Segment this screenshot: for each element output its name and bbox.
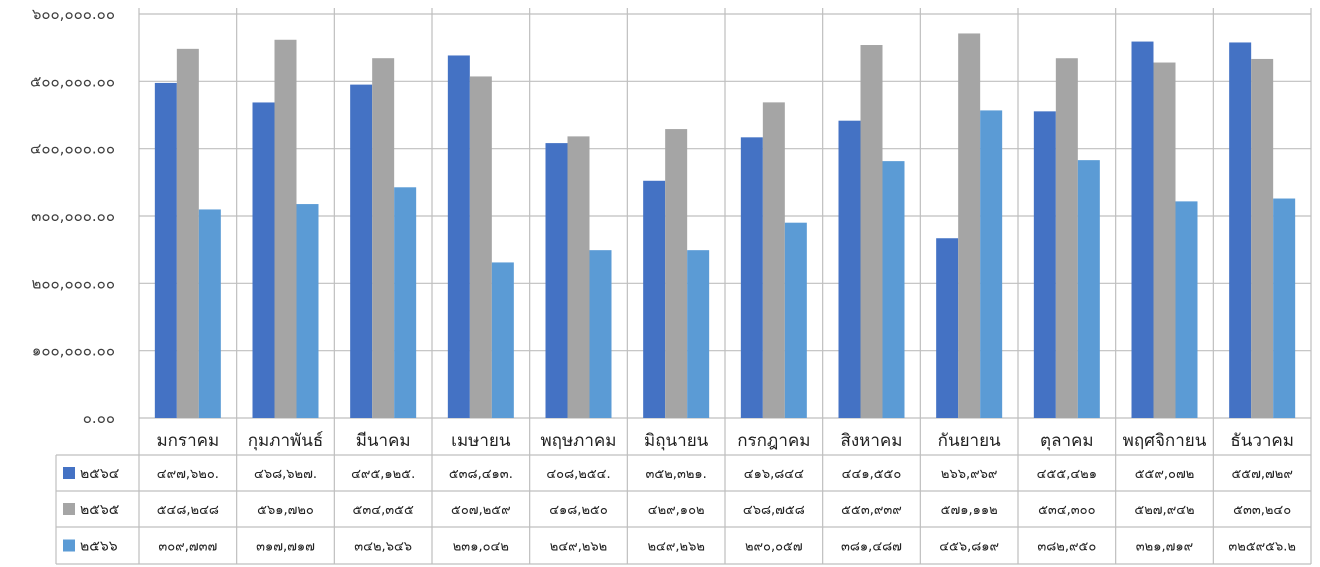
bar [296, 204, 319, 418]
data-label: ๕๒๗,๙๔๒ [1134, 503, 1194, 518]
data-label: ๔๖๘,๖๒๗. [254, 467, 317, 482]
data-label: ๕๕๗,๗๒๙ [1231, 467, 1292, 482]
bar [176, 48, 199, 419]
data-label: ๕๕๓,๙๓๙ [841, 503, 902, 518]
data-label: ๕๕๙,๐๗๒ [1135, 467, 1195, 482]
bar [687, 250, 710, 418]
data-label: ๓๐๙,๗๓๗ [158, 540, 217, 555]
bar [372, 58, 395, 419]
data-label: ๕๓๔,๓๕๕ [353, 503, 414, 518]
data-label: ๒๔๙,๒๖๒ [647, 540, 704, 555]
legend-key [63, 467, 75, 479]
bar [784, 222, 807, 418]
data-label: ๔๙๗,๖๒๐. [157, 467, 219, 482]
bar [469, 76, 492, 418]
bar [252, 102, 275, 418]
y-tick-label: ๑๐๐,๐๐๐.๐๐ [32, 342, 115, 360]
category-label: มกราคม [156, 431, 219, 451]
data-label: ๕๓๓,๒๔๐ [1233, 503, 1291, 518]
data-label: ๕๖๑,๗๒๐ [257, 503, 314, 518]
bar [1033, 111, 1056, 419]
bar [350, 84, 373, 418]
data-label: ๒๓๑,๐๔๒ [453, 540, 509, 555]
category-label: กรกฎาคม [737, 431, 810, 451]
series-name: ๒๕๖๖ [80, 539, 118, 555]
bar [958, 33, 981, 418]
bar [762, 102, 785, 418]
legend-key [63, 503, 75, 515]
data-label: ๓๑๗,๗๑๗ [256, 540, 315, 555]
data-label: ๔๙๕,๑๒๕. [351, 467, 415, 482]
data-label: ๔๕๖,๘๑๙ [939, 540, 999, 555]
y-tick-label: ๒๐๐,๐๐๐.๐๐ [31, 274, 115, 292]
category-label: พฤษภาคม [540, 431, 616, 451]
data-label: ๓๒๑,๗๑๙ [1136, 540, 1193, 555]
data-label: ๓๒๕๙๕๖.๒ [1228, 540, 1296, 555]
data-label: ๓๕๒,๓๒๑. [646, 467, 707, 482]
data-label: ๓๘๒,๙๕๐ [1037, 540, 1096, 555]
bar [589, 250, 612, 418]
bar [882, 161, 905, 418]
series-name: ๒๕๖๔ [80, 466, 119, 482]
data-label: ๓๘๑,๔๘๗ [841, 540, 902, 555]
bar [198, 209, 221, 418]
category-label: มีนาคม [356, 431, 411, 451]
y-tick-label: ๔๐๐,๐๐๐.๐๐ [30, 140, 115, 158]
y-tick-label: ๓๐๐,๐๐๐.๐๐ [31, 207, 115, 225]
data-label: ๒๙๐,๐๕๗ [745, 540, 803, 555]
y-tick-label: ๐.๐๐ [83, 409, 115, 427]
data-label: ๕๐๗,๒๕๙ [451, 503, 511, 518]
bar [1175, 201, 1198, 418]
bar [838, 120, 861, 418]
category-label: เมษายน [451, 431, 511, 451]
bar [860, 45, 883, 419]
data-label: ๔๔๑,๕๕๐ [842, 467, 902, 482]
bar [643, 180, 666, 418]
y-tick-label: ๖๐๐,๐๐๐.๐๐ [32, 5, 115, 23]
data-label: ๕๔๘,๒๔๘ [157, 503, 219, 518]
bar [274, 39, 297, 418]
data-label: ๔๐๘,๒๕๔. [546, 467, 610, 482]
bar [1131, 41, 1154, 418]
bar [740, 137, 763, 418]
bar [545, 143, 568, 418]
data-label: ๔๕๕,๔๒๑ [1037, 467, 1097, 482]
bar [154, 82, 177, 419]
bar [1055, 58, 1078, 418]
bar [1251, 58, 1274, 419]
legend-key [63, 539, 75, 552]
data-label: ๕๗๑,๑๑๒ [941, 503, 998, 518]
data-label: ๓๔๒,๖๔๖ [354, 540, 412, 555]
bar [936, 238, 959, 418]
data-label: ๔๑๘,๒๕๐ [549, 503, 608, 518]
data-label: ๔๑๖,๘๔๔ [744, 467, 804, 482]
data-label: ๔๖๘,๗๕๘ [743, 503, 805, 518]
bar [447, 55, 470, 419]
category-label: พฤศจิกายน [1123, 431, 1207, 451]
category-label: ตุลาคม [1040, 431, 1094, 451]
data-label: ๔๒๙,๑๐๒ [648, 503, 705, 518]
bar [1153, 62, 1176, 419]
category-label: กันยายน [938, 431, 1001, 451]
data-label: ๒๔๙,๒๖๒ [550, 540, 607, 555]
bar [394, 187, 417, 418]
series-name: ๒๕๖๕ [80, 502, 119, 518]
bar [665, 129, 688, 418]
data-label: ๕๓๔,๓๐๐ [1038, 503, 1096, 518]
data-label: ๒๖๖,๙๖๙ [941, 467, 998, 482]
bar [980, 110, 1003, 418]
bar [1077, 160, 1100, 418]
data-label: ๕๓๘,๔๑๓. [449, 467, 513, 482]
bar [1273, 198, 1296, 418]
category-label: ธันวาคม [1230, 431, 1294, 451]
bar [491, 262, 514, 418]
category-label: กุมภาพันธ์ [248, 431, 323, 451]
y-tick-label: ๕๐๐,๐๐๐.๐๐ [30, 72, 115, 90]
bar [1229, 42, 1252, 419]
bar [567, 136, 590, 418]
category-label: มิถุนายน [644, 431, 709, 451]
category-label: สิงหาคม [840, 431, 902, 451]
